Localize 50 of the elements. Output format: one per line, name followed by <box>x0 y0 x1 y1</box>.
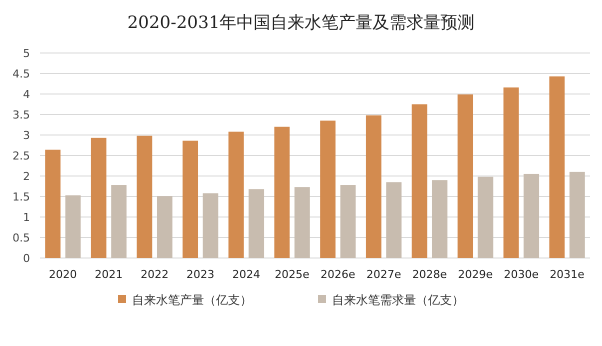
bar <box>386 182 402 258</box>
y-tick-label: 2.5 <box>12 149 30 162</box>
x-tick-label: 2020 <box>48 268 77 281</box>
y-tick-label: 4 <box>23 88 30 101</box>
y-tick-label: 3 <box>23 128 30 142</box>
bar <box>294 187 310 258</box>
x-tick-label: 2028e <box>412 268 448 281</box>
x-tick-label: 2022 <box>140 268 169 281</box>
y-tick-label: 1 <box>23 210 30 224</box>
bar <box>340 185 356 258</box>
y-tick-label: 5 <box>23 46 30 60</box>
y-tick-label: 0.5 <box>12 231 30 244</box>
x-tick-label: 2021 <box>94 268 123 281</box>
bar <box>320 120 336 258</box>
bar <box>412 104 428 258</box>
x-tick-label: 2025e <box>274 268 310 281</box>
bar <box>274 126 290 258</box>
bar <box>45 150 61 258</box>
y-tick-label: 3.5 <box>12 108 30 122</box>
bar <box>503 87 519 258</box>
bar <box>432 180 448 258</box>
x-tick-label: 2031e <box>550 268 585 281</box>
x-tick-label: 2030e <box>504 268 539 281</box>
bar <box>366 115 382 258</box>
x-tick-label: 2029e <box>458 268 494 281</box>
y-tick-label: 4.5 <box>12 67 30 80</box>
bar <box>136 136 152 258</box>
bar <box>156 196 172 258</box>
bar <box>478 176 494 258</box>
legend-label: 自来水笔需求量（亿支） <box>332 293 464 308</box>
bar <box>458 94 474 258</box>
x-tick-label: 2027e <box>366 268 402 281</box>
bar <box>248 189 264 258</box>
y-tick-label: 1.5 <box>12 190 30 204</box>
x-tick-label: 2024 <box>232 268 260 281</box>
bar <box>111 185 127 258</box>
chart-title: 2020-2031年中国自来水笔产量及需求量预测 <box>127 13 475 33</box>
bar <box>569 172 585 258</box>
bar <box>549 76 565 258</box>
bar <box>65 195 81 258</box>
bar <box>524 174 540 258</box>
legend-label: 自来水笔产量（亿支） <box>132 293 252 308</box>
bar <box>228 132 244 258</box>
bar <box>90 138 106 258</box>
x-tick-label: 2023 <box>186 268 214 281</box>
x-tick-label: 2026e <box>320 268 356 281</box>
bar <box>202 193 218 258</box>
y-tick-label: 2 <box>23 170 30 183</box>
bar <box>182 140 198 258</box>
y-tick-label: 0 <box>23 252 30 265</box>
